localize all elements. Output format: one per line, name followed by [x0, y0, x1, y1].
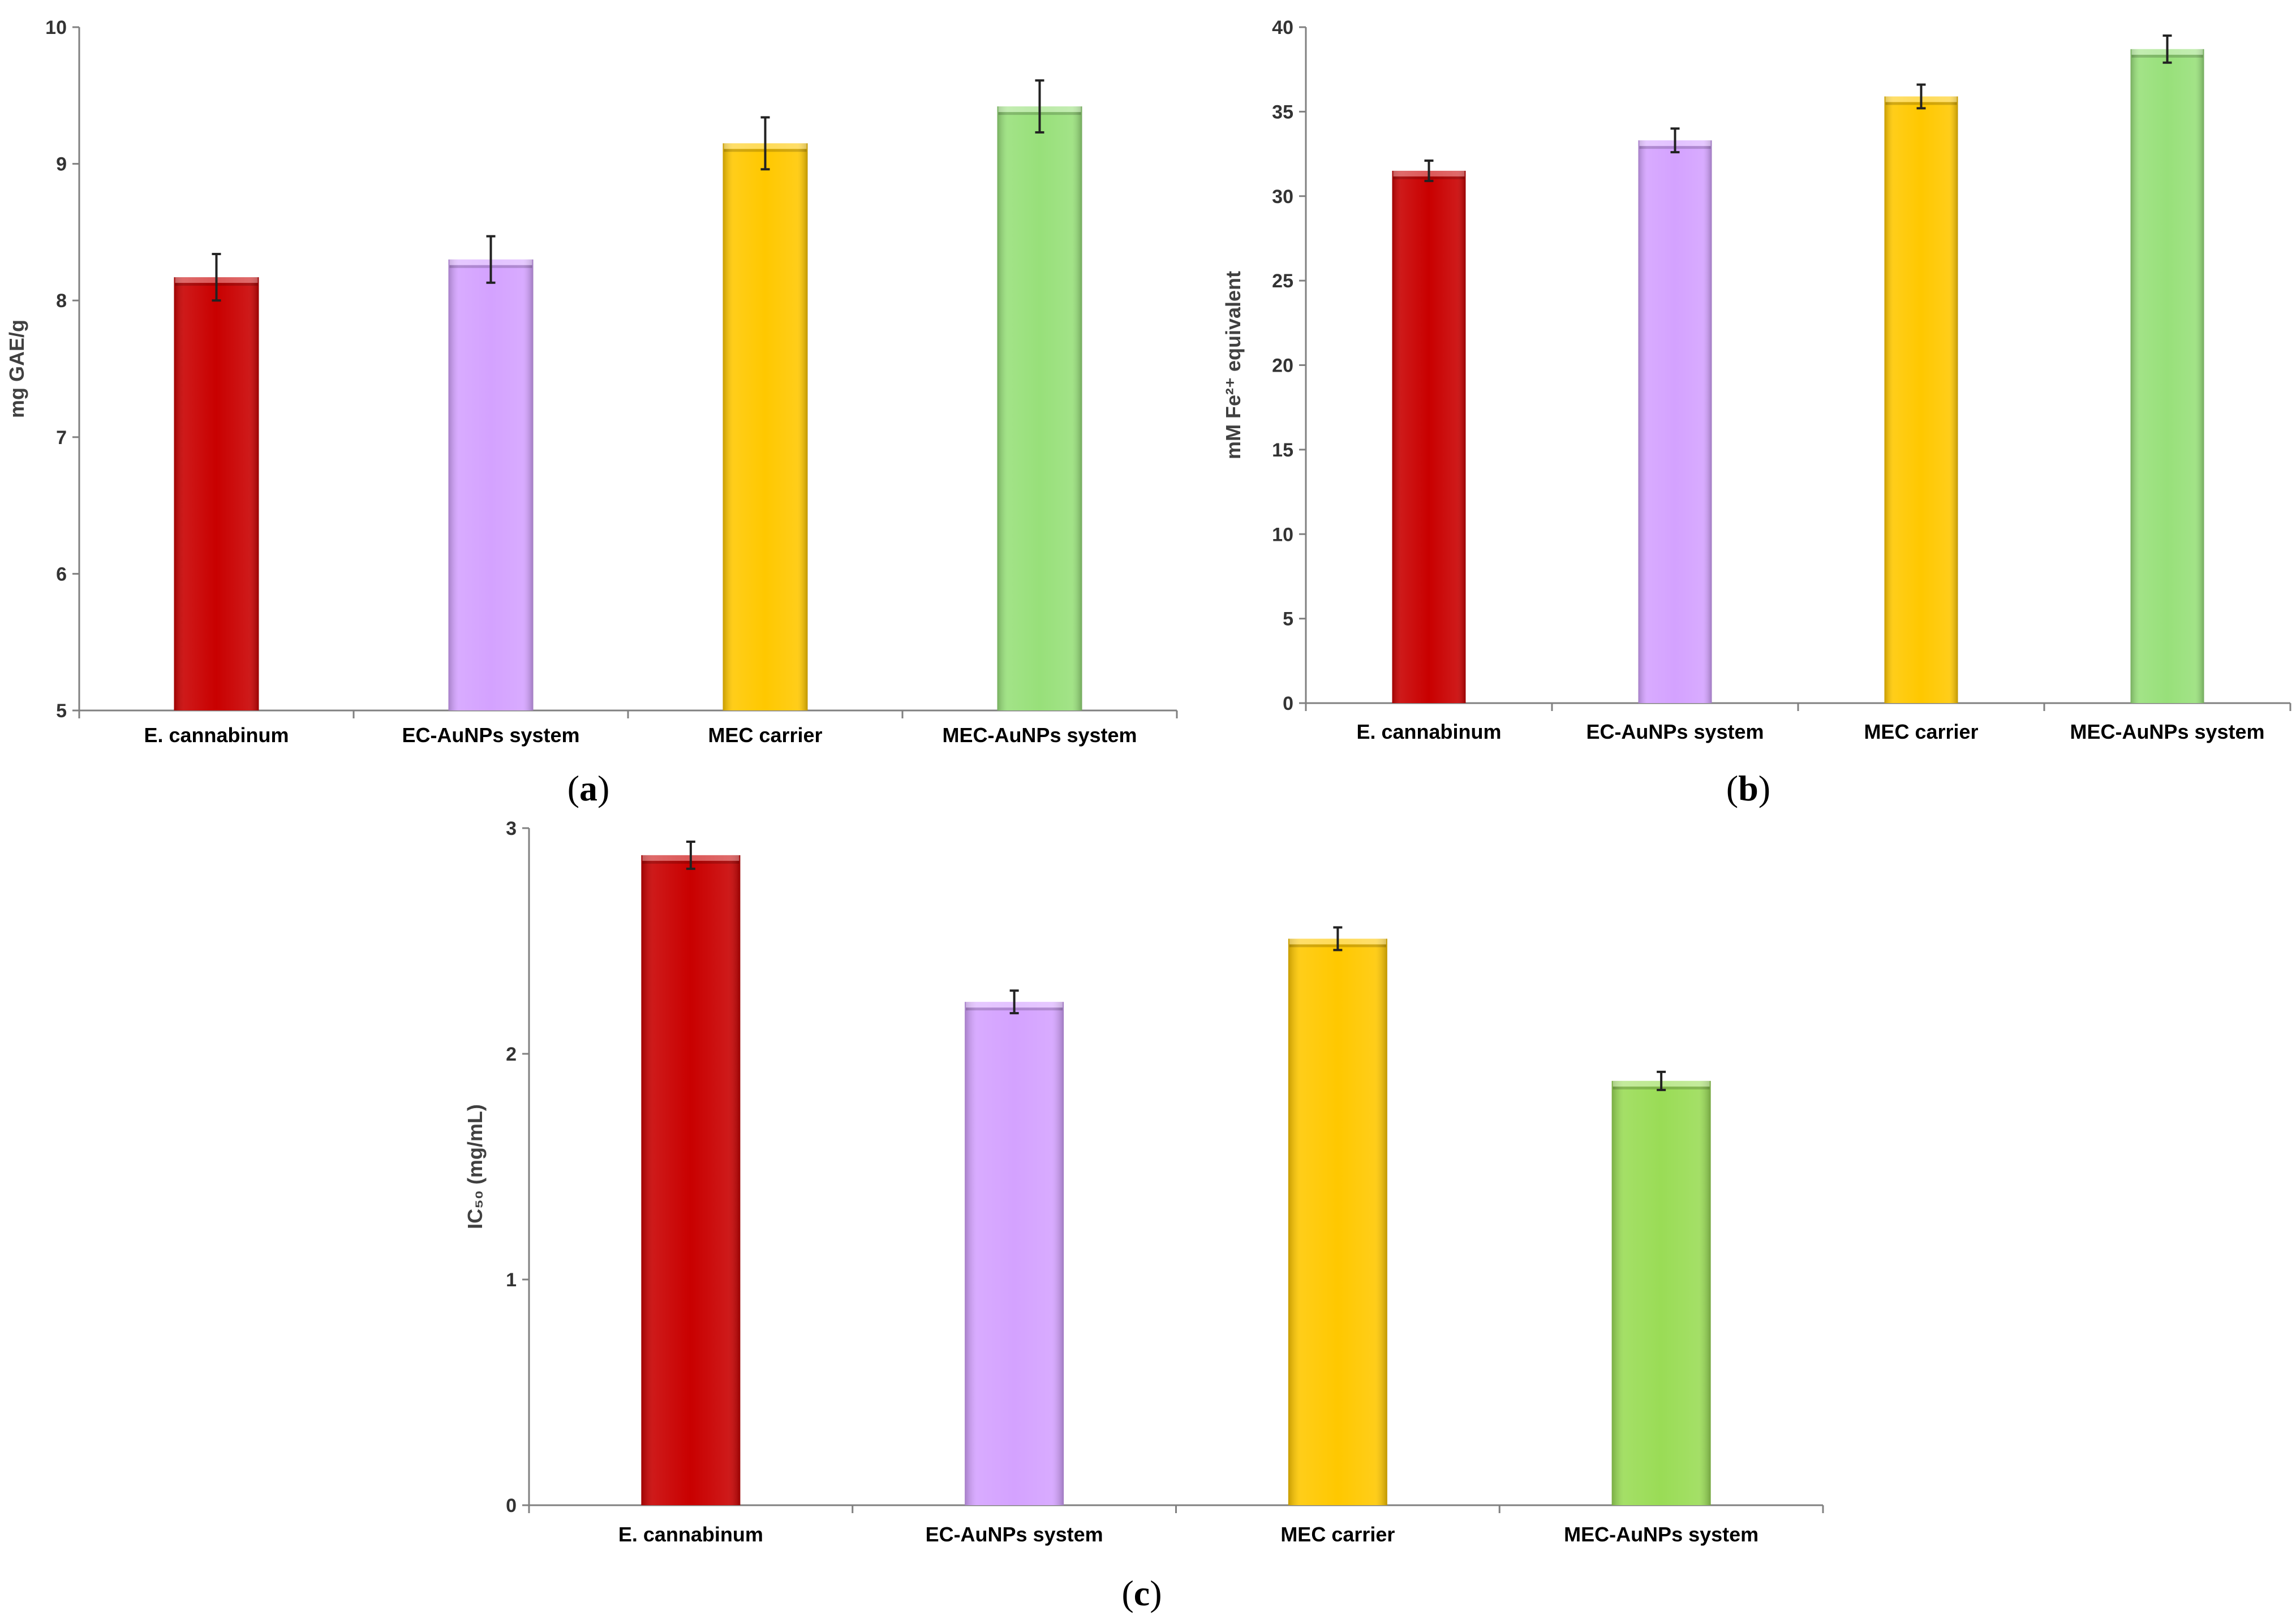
x-category-label: MEC carrier	[1864, 720, 1978, 743]
chart-panel-b: 0 5 10 15 20 25 30 35 40 E. cannabinum EC-AuNPs sy…	[1222, 17, 2291, 743]
panel-a-letter: a	[579, 768, 597, 808]
bar-shading	[1638, 140, 1712, 704]
x-category-label: E. cannabinum	[144, 723, 289, 747]
panel-b-letter: b	[1738, 768, 1758, 808]
bar-shading	[1392, 170, 1466, 703]
x-category-label: E. cannabinum	[1356, 720, 1501, 743]
x-category-label: EC-AuNPs system	[1586, 720, 1764, 743]
y-tick-label: 40	[1272, 17, 1293, 38]
x-category-label: E. cannabinum	[618, 1523, 763, 1546]
y-tick-label: 8	[56, 290, 67, 312]
x-category-label: MEC-AuNPs system	[2070, 720, 2264, 743]
bar-shading	[1288, 938, 1387, 1505]
y-tick-label: 6	[56, 563, 67, 585]
y-tick-label: 15	[1272, 440, 1293, 461]
bar-shading	[174, 277, 259, 710]
y-tick-label: 2	[506, 1044, 517, 1065]
bar-shading	[723, 143, 808, 711]
x-category-label: MEC carrier	[1280, 1523, 1395, 1546]
y-tick-label: 35	[1272, 101, 1293, 123]
bar-shading	[641, 855, 741, 1505]
y-tick-label: 20	[1272, 355, 1293, 377]
x-category-label: EC-AuNPs system	[926, 1523, 1103, 1546]
x-category-label: MEC-AuNPs system	[1564, 1523, 1758, 1546]
bar-shading	[448, 259, 534, 711]
panel-c-letter: c	[1134, 1573, 1150, 1613]
y-tick-label: 5	[56, 700, 67, 722]
bar-shading	[1611, 1080, 1711, 1505]
y-tick-label: 30	[1272, 186, 1293, 208]
y-axis-title: mg GAE/g	[5, 320, 28, 418]
y-tick-label: 1	[506, 1269, 517, 1291]
bar-shading	[2130, 49, 2204, 703]
y-tick-label: 3	[506, 818, 517, 839]
bar-shading	[1884, 96, 1958, 703]
y-axis-title: IC₅₀ (mg/mL)	[463, 1104, 487, 1229]
y-tick-label: 7	[56, 427, 67, 449]
x-category-label: EC-AuNPs system	[402, 723, 579, 747]
panel-b-label: (b)	[1726, 768, 1770, 808]
y-tick-label: 0	[1283, 693, 1293, 714]
bar-shading	[965, 1002, 1064, 1505]
x-category-label: MEC-AuNPs system	[942, 723, 1137, 747]
chart-panel-a: 5 6 7 8 9 10 E. cannabinum EC-AuNPs system MEC c…	[5, 17, 1178, 747]
panel-c-label: (c)	[1121, 1573, 1162, 1613]
y-tick-label: 0	[506, 1495, 517, 1517]
y-tick-label: 9	[56, 154, 67, 175]
bar-shading	[997, 106, 1082, 710]
y-tick-label: 25	[1272, 270, 1293, 292]
chart-panel-c: 0 1 2 3 E. cannabinum EC-AuNPs system MEC carr…	[463, 818, 1824, 1546]
panel-a-label: (a)	[567, 768, 610, 808]
y-tick-label: 10	[1272, 524, 1293, 545]
y-axis-title: mM Fe²⁺ equivalent	[1222, 271, 1245, 459]
x-category-label: MEC carrier	[708, 723, 822, 747]
y-tick-label: 10	[45, 17, 67, 38]
y-tick-label: 5	[1283, 609, 1293, 630]
